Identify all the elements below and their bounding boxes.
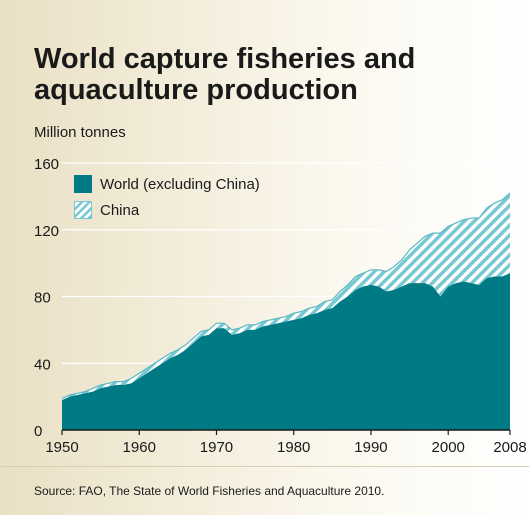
x-tick-label-1960: 1960 xyxy=(123,439,156,456)
x-tick-label-1970: 1970 xyxy=(200,439,233,456)
y-tick-label-40: 40 xyxy=(34,356,51,373)
series-outline-china xyxy=(61,192,511,399)
x-tick-label-2008: 2008 xyxy=(493,439,526,456)
legend-swatch-world xyxy=(74,175,92,193)
y-tick-label-80: 80 xyxy=(34,290,51,307)
legend-item-china: China xyxy=(74,199,260,221)
x-tick-label-1990: 1990 xyxy=(354,439,387,456)
footer-divider xyxy=(0,466,529,467)
y-tick-label-160: 160 xyxy=(34,156,59,173)
y-axis-units-label: Million tonnes xyxy=(34,124,126,141)
x-tick-label-1980: 1980 xyxy=(277,439,310,456)
legend: World (excluding China) China xyxy=(74,173,260,225)
legend-label-china: China xyxy=(100,201,140,219)
y-tick-label-120: 120 xyxy=(34,223,59,240)
x-tick-label-2000: 2000 xyxy=(432,439,465,456)
legend-swatch-china xyxy=(74,201,92,219)
chart-title: World capture fisheries and aquaculture … xyxy=(34,43,416,106)
source-note: Source: FAO, The State of World Fisherie… xyxy=(34,484,385,498)
legend-label-world: World (excluding China) xyxy=(100,175,260,193)
series-area-world-excluding-china xyxy=(62,273,510,430)
y-tick-label-0: 0 xyxy=(34,423,42,440)
x-tick-label-1950: 1950 xyxy=(45,439,78,456)
legend-item-world: World (excluding China) xyxy=(74,173,260,195)
